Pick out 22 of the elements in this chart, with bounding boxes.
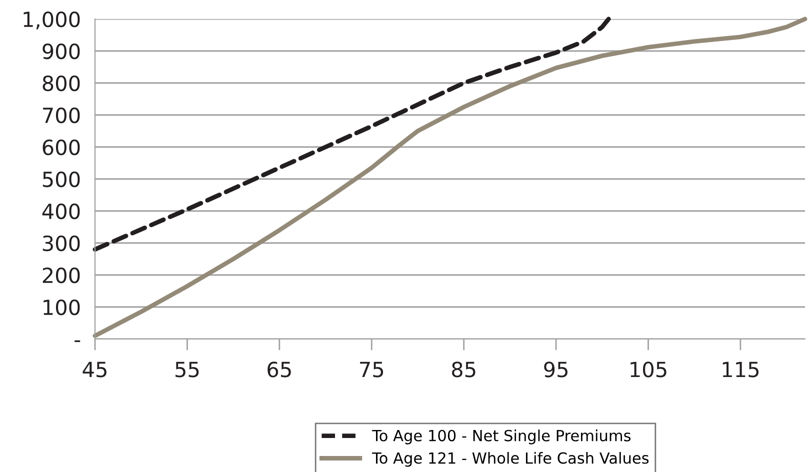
y-tick-label: 600 (42, 139, 80, 156)
y-tick-label: 200 (42, 267, 80, 284)
y-tick-label: - (74, 340, 80, 342)
y-tick-label: 900 (42, 43, 80, 60)
legend-label: To Age 100 - Net Single Premiums (372, 430, 631, 444)
x-tick-label: 115 (722, 362, 759, 378)
x-tick-label: 105 (630, 362, 666, 378)
line-series (92, 16, 611, 252)
x-tick-label: 95 (544, 362, 568, 378)
x-tick-label: 55 (176, 362, 199, 378)
x-tick-label: 45 (82, 362, 106, 378)
x-tick-label: 75 (360, 362, 384, 378)
y-tick-label: 100 (44, 299, 80, 316)
y-tick-label: 500 (42, 171, 80, 188)
x-tick-label: 65 (268, 362, 291, 378)
y-tick-label: 400 (42, 203, 80, 220)
legend-label: To Age 121 - Whole Life Cash Values (372, 452, 649, 467)
y-tick-label: 300 (42, 235, 80, 252)
y-tick-label: 1,000 (24, 11, 80, 30)
y-tick-label: 800 (42, 75, 80, 92)
x-tick-label: 85 (452, 362, 476, 378)
y-tick-label: 700 (43, 107, 80, 124)
